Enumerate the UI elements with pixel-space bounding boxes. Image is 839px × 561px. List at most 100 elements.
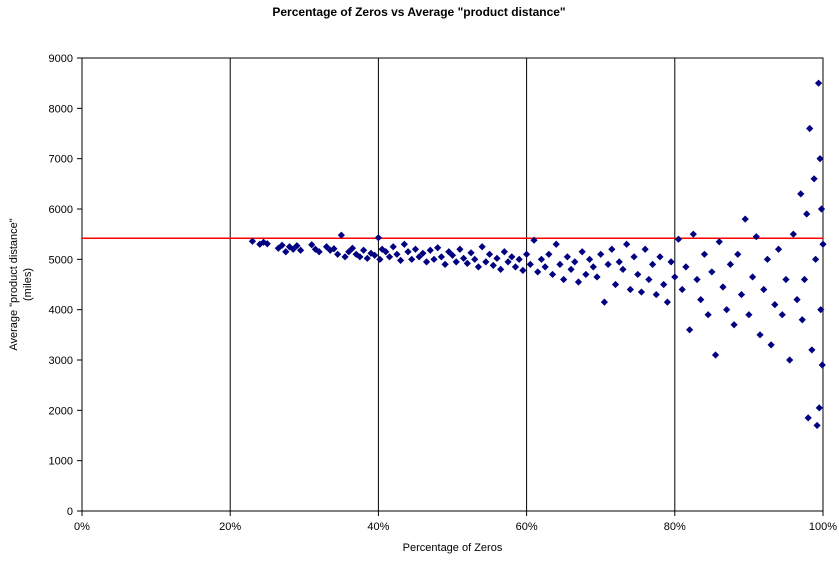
data-point [500,248,508,256]
data-point [589,263,597,271]
data-point [293,242,301,250]
y-axis-ticks: 0 1000 2000 3000 4000 5000 6000 7000 8000 9000 [49,53,82,518]
data-point [619,265,627,273]
x-tick-label: 60% [516,521,538,533]
data-point [730,321,738,329]
data-point [374,234,382,242]
data-point [296,246,305,254]
data-point [489,261,497,269]
data-point [604,260,612,268]
data-point [623,240,631,248]
data-point [560,275,568,284]
data-point [352,250,360,258]
data-point [745,311,753,319]
data-point [671,273,679,281]
plot-area [81,57,824,512]
data-point [422,258,431,266]
y-tick-label: 9000 [49,53,73,65]
data-point [526,260,534,268]
data-point [686,326,694,334]
data-point [600,298,609,306]
chart-title: Percentage of Zeros vs Average "product … [272,5,565,19]
data-point [274,244,282,252]
data-point [611,280,620,289]
data-point [330,245,338,253]
x-tick-label: 0% [74,521,90,533]
data-point [441,260,449,268]
data-point [456,245,464,253]
data-point [814,79,823,87]
data-point [485,250,494,258]
data-point [752,233,760,241]
data-point [337,231,345,239]
y-tick-label: 4000 [49,305,73,317]
data-point [376,255,384,263]
data-point [804,414,812,422]
data-point [563,253,571,261]
data-point [437,253,445,261]
y-tick-label: 5000 [49,254,73,266]
data-point [726,260,734,268]
data-point [408,255,416,263]
data-point [615,258,623,266]
data-point [263,240,271,248]
data-point [426,246,434,254]
data-point [497,265,505,273]
data-point [530,236,538,244]
x-tick-label: 20% [219,521,241,533]
data-point [818,361,826,369]
data-point [534,268,542,276]
data-point [411,245,420,253]
data-point [660,280,668,289]
y-tick-label: 3000 [49,355,73,367]
data-point [789,230,797,238]
data-point [708,268,716,276]
data-point [434,244,442,252]
y-tick-label: 2000 [49,405,73,417]
x-tick-label: 80% [664,521,686,533]
data-point [508,253,516,261]
data-point [797,190,805,198]
data-point [482,258,490,266]
data-point [278,241,286,249]
data-point [578,248,586,256]
data-point [763,255,772,263]
data-point [348,244,357,252]
x-tick-label: 40% [367,521,389,533]
data-point [608,245,616,253]
data-points [248,79,827,430]
data-point [356,253,364,261]
x-axis-label: Percentage of Zeros [403,542,503,554]
data-point [815,404,823,412]
y-axis-label-line-1: Average "product distance" [8,218,20,350]
y-tick-label: 7000 [49,154,73,166]
data-point [419,249,427,257]
data-point [817,205,826,213]
data-point [467,249,475,257]
data-point [689,230,697,238]
data-point [389,243,397,251]
data-point [537,255,546,263]
y-axis-label-line-2: (miles) [22,268,34,301]
data-point [334,250,342,258]
data-point [630,253,638,261]
data-point [471,255,479,263]
data-point [393,250,401,258]
data-point [341,253,349,261]
data-point [641,245,649,253]
data-point [626,285,634,294]
data-point [771,301,779,309]
data-point [782,275,790,284]
data-point [723,306,731,314]
data-point [445,248,453,256]
data-point [734,250,742,258]
data-point [756,331,764,339]
data-point [359,246,368,254]
data-point [811,255,820,263]
y-tick-label: 8000 [49,103,73,115]
data-point [326,246,334,254]
data-point [556,260,564,268]
data-point [541,263,549,271]
data-point [478,243,486,251]
